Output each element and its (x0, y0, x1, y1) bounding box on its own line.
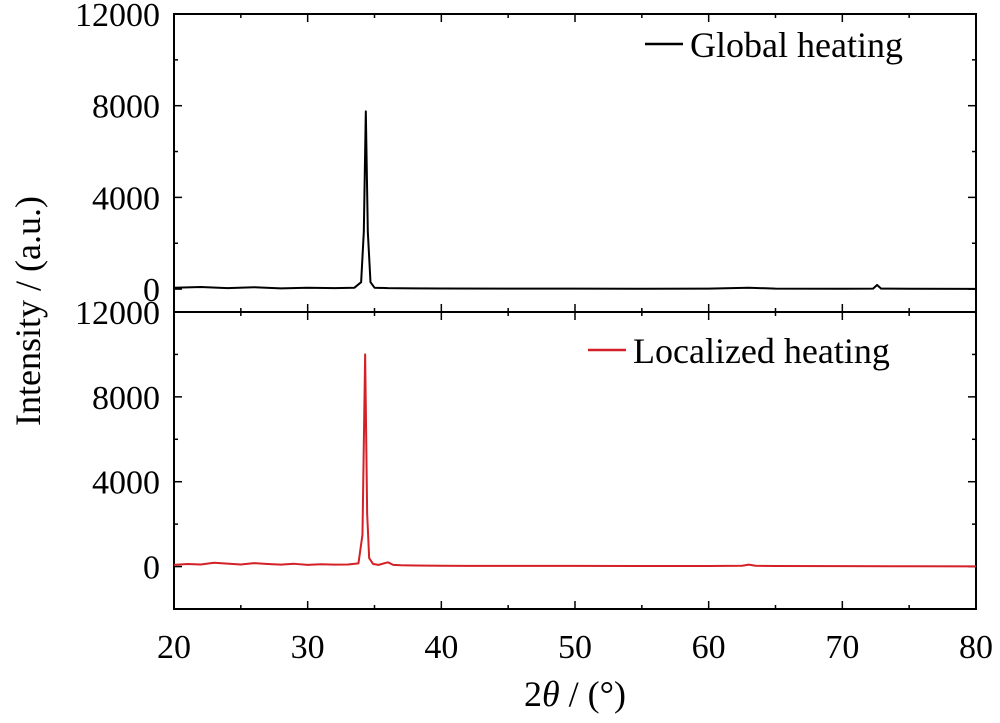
top-legend: Global heating (645, 25, 903, 65)
bottom-panel-ticks (173, 311, 977, 609)
series-line-localized-heating (173, 353, 977, 568)
y-tick-label: 0 (143, 272, 160, 309)
y-tick-label: 4000 (92, 180, 160, 217)
y-tick-label: 4000 (92, 465, 160, 502)
y-tick-label: 0 (143, 550, 160, 587)
x-tick-label: 50 (558, 629, 592, 666)
x-tick-label: 70 (825, 629, 859, 666)
x-tick-label: 60 (692, 629, 726, 666)
y-tick-label: 8000 (92, 380, 160, 417)
x-tick-labels: 20 30 40 50 60 70 80 (157, 629, 993, 666)
y-axis-title: Intensity / (a.u.) (8, 196, 48, 426)
top-panel-series (173, 110, 977, 290)
x-tick-label: 20 (157, 629, 191, 666)
legend-label-localized-heating: Localized heating (633, 331, 890, 371)
x-tick-label: 80 (959, 629, 993, 666)
legend-label-global-heating: Global heating (690, 25, 903, 65)
series-line-global-heating (173, 110, 977, 290)
bottom-legend: Localized heating (588, 331, 890, 371)
x-tick-label: 40 (424, 629, 458, 666)
y-tick-label: 12000 (75, 295, 160, 332)
y-tick-label: 8000 (92, 89, 160, 126)
y-tick-label: 12000 (75, 0, 160, 34)
x-tick-label: 30 (291, 629, 325, 666)
top-panel-ticks (173, 13, 977, 312)
bottom-panel-series (173, 353, 977, 568)
x-axis-title: 2θ / (°) (524, 674, 626, 714)
